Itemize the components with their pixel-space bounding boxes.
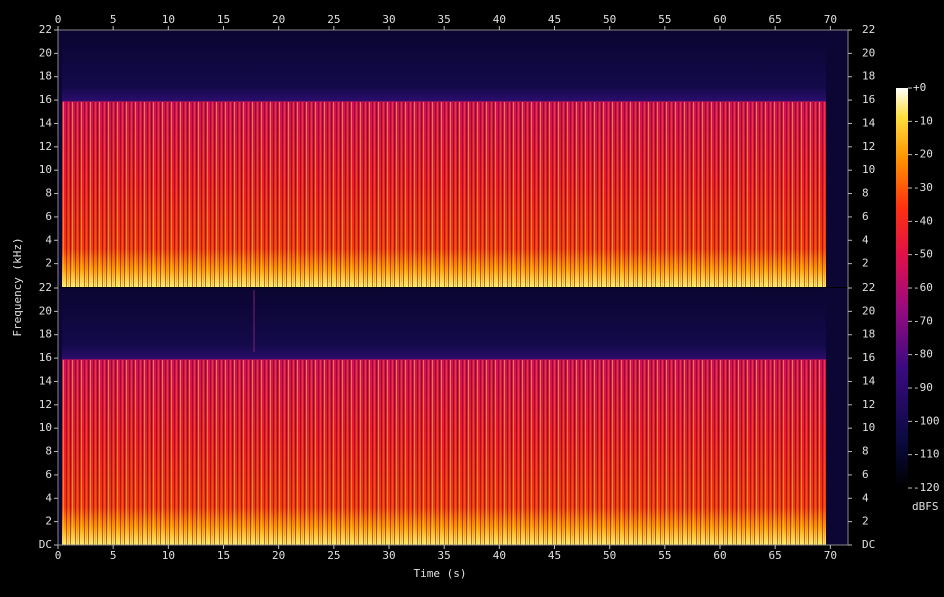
colorbar-tick-label: -10 [913, 114, 933, 127]
x-tick-label: 60 [713, 13, 726, 26]
y-tick-label: 6 [45, 210, 52, 223]
colorbar-tick-label: -120 [913, 481, 940, 494]
x-tick-label: 5 [110, 13, 117, 26]
y-tick-label: 6 [862, 210, 869, 223]
spectrogram-texture [62, 360, 826, 545]
x-tick-label: 70 [824, 13, 837, 26]
x-tick-label: 70 [824, 549, 837, 562]
colorbar-tick-label: -30 [913, 181, 933, 194]
panel-2 [58, 288, 848, 545]
y-tick-label: 16 [862, 351, 875, 364]
y-tick-label: 12 [862, 140, 875, 153]
x-tick-label: 40 [493, 13, 506, 26]
y-tick-label: 18 [39, 70, 52, 83]
y-tick-label: 14 [39, 116, 53, 129]
y-tick-label: 20 [862, 304, 875, 317]
y-tick-label: 22 [39, 23, 52, 36]
y-tick-label: DC [39, 538, 52, 551]
y-tick-label: 20 [862, 46, 875, 59]
y-tick-label: 2 [45, 515, 52, 528]
x-tick-label: 50 [603, 13, 616, 26]
spectrogram-texture [62, 102, 826, 287]
colorbar [896, 88, 908, 488]
y-tick-label: 22 [862, 23, 875, 36]
x-tick-label: 5 [110, 549, 117, 562]
x-tick-label: 30 [382, 549, 395, 562]
x-tick-label: 20 [272, 549, 285, 562]
y-tick-label: 16 [39, 93, 52, 106]
colorbar-tick-label: -90 [913, 381, 933, 394]
colorbar-tick-label: -110 [913, 448, 940, 461]
y-tick-label: 4 [862, 233, 869, 246]
colorbar-tick-label: -80 [913, 348, 933, 361]
y-tick-label: 14 [39, 374, 53, 387]
x-tick-label: 55 [658, 13, 671, 26]
y-tick-label: 22 [39, 281, 52, 294]
y-tick-label: 10 [39, 163, 52, 176]
y-tick-label: 8 [45, 187, 52, 200]
y-tick-label: 4 [45, 491, 52, 504]
y-tick-label: 10 [862, 163, 875, 176]
x-tick-label: 15 [217, 13, 230, 26]
y-axis-label: Frequency (kHz) [11, 237, 24, 336]
y-tick-label: 20 [39, 46, 52, 59]
y-tick-label: 4 [45, 233, 52, 246]
x-tick-label: 10 [162, 13, 175, 26]
y-tick-label: 8 [45, 445, 52, 458]
colorbar-tick-label: -20 [913, 148, 933, 161]
y-tick-label: 16 [39, 351, 52, 364]
panel-1 [58, 30, 848, 287]
x-tick-label: 30 [382, 13, 395, 26]
x-tick-label: 55 [658, 549, 671, 562]
x-tick-label: 35 [438, 13, 451, 26]
y-tick-label: 12 [39, 398, 52, 411]
y-tick-label: 20 [39, 304, 52, 317]
x-tick-label: 25 [327, 549, 340, 562]
y-tick-label: 8 [862, 445, 869, 458]
colorbar-tick-label: +0 [913, 81, 926, 94]
y-tick-label: 14 [862, 374, 876, 387]
y-tick-label: 22 [862, 281, 875, 294]
x-tick-label: 10 [162, 549, 175, 562]
x-tick-label: 15 [217, 549, 230, 562]
y-tick-label: 6 [862, 468, 869, 481]
colorbar-tick-label: -50 [913, 248, 933, 261]
x-tick-label: 65 [769, 549, 782, 562]
x-tick-label: 20 [272, 13, 285, 26]
x-tick-label: 35 [438, 549, 451, 562]
x-tick-label: 0 [55, 549, 62, 562]
colorbar-label: dBFS [912, 500, 939, 513]
y-tick-label: 2 [862, 515, 869, 528]
y-tick-label: 8 [862, 187, 869, 200]
x-axis-label: Time (s) [414, 567, 467, 580]
y-tick-label: 6 [45, 468, 52, 481]
y-tick-label: 10 [862, 421, 875, 434]
x-tick-label: 45 [548, 13, 561, 26]
y-tick-label: 12 [862, 398, 875, 411]
x-tick-label: 0 [55, 13, 62, 26]
x-tick-label: 65 [769, 13, 782, 26]
y-tick-label: 12 [39, 140, 52, 153]
y-tick-label: 2 [45, 257, 52, 270]
colorbar-tick-label: -70 [913, 314, 933, 327]
colorbar-tick-label: -100 [913, 414, 940, 427]
x-tick-label: 40 [493, 549, 506, 562]
y-tick-label: 14 [862, 116, 876, 129]
y-tick-label: 16 [862, 93, 875, 106]
x-tick-label: 50 [603, 549, 616, 562]
y-tick-label: 18 [862, 328, 875, 341]
x-tick-label: 25 [327, 13, 340, 26]
colorbar-tick-label: -40 [913, 214, 933, 227]
y-tick-label: 10 [39, 421, 52, 434]
y-tick-label: 18 [862, 70, 875, 83]
x-tick-label: 45 [548, 549, 561, 562]
y-tick-label: DC [862, 538, 875, 551]
x-tick-label: 60 [713, 549, 726, 562]
y-tick-label: 4 [862, 491, 869, 504]
y-tick-label: 18 [39, 328, 52, 341]
colorbar-tick-label: -60 [913, 281, 933, 294]
y-tick-label: 2 [862, 257, 869, 270]
